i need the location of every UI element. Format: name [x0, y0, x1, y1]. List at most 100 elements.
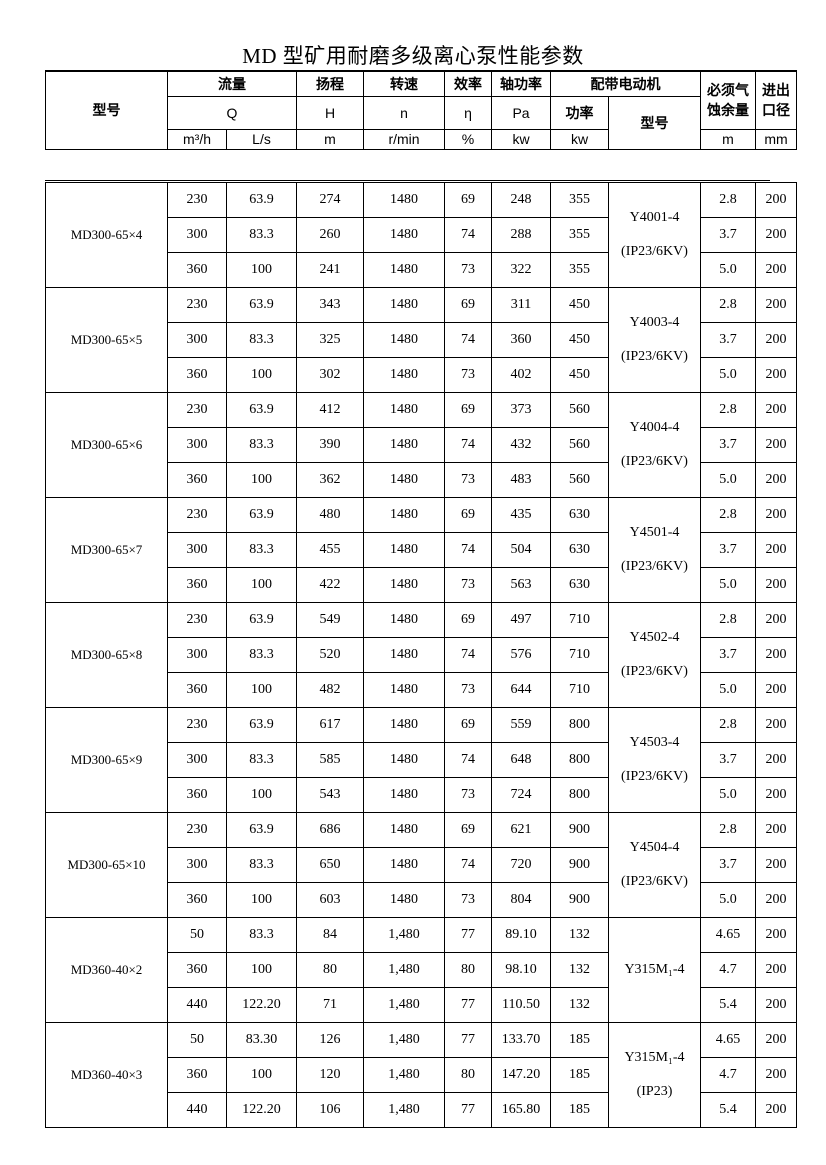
npsh: 3.7 [700, 427, 756, 463]
speed: 1480 [363, 602, 445, 638]
speed: 1480 [363, 182, 445, 218]
flow-m3h: 360 [167, 567, 227, 603]
flow-ls: 100 [226, 1057, 297, 1093]
shaft-power: 288 [491, 217, 551, 253]
motor-model: Y4503-4 (IP23/6KV) [608, 707, 701, 813]
table-row: MD300-65×4 230 63.9 274 1480 69 248 355 Y4001-4(… [45, 182, 797, 288]
head: 325 [296, 322, 364, 358]
table-row: 360 100 422 1480 73 563 630 5.0 200 [46, 567, 797, 603]
efficiency: 73 [444, 357, 492, 393]
flow-m3h: 360 [167, 777, 227, 813]
table-row: 360 100 241 1480 73 322 355 5.0 200 [46, 252, 797, 288]
motor-power: 900 [550, 882, 609, 918]
shaft-power: 720 [491, 847, 551, 883]
table-row: 300 83.3 390 1480 74 432 560 3.7 200 [46, 427, 797, 463]
head: 543 [296, 777, 364, 813]
flow-m3h: 300 [167, 427, 227, 463]
motor-power: 900 [550, 847, 609, 883]
head: 274 [296, 182, 364, 218]
header-h: H [296, 95, 364, 130]
table-row: MD300-65×5 230 63.9 343 1480 69 311 450 Y4003-4(… [45, 287, 797, 393]
efficiency: 77 [444, 1022, 492, 1058]
flow-m3h: 230 [167, 497, 227, 533]
motor-model-line: Y315M₁-4 [624, 962, 685, 977]
flow-m3h: 230 [167, 392, 227, 428]
unit-m: m [296, 128, 364, 150]
efficiency: 73 [444, 567, 492, 603]
npsh: 4.65 [700, 917, 756, 953]
port: 200 [755, 742, 797, 778]
head: 650 [296, 847, 364, 883]
port: 200 [755, 672, 797, 708]
motor-power: 710 [550, 637, 609, 673]
efficiency: 77 [444, 1092, 492, 1128]
port: 200 [755, 392, 797, 428]
table-row: 360 100 362 1480 73 483 560 5.0 200 [46, 462, 797, 498]
pump-model: MD360-40×3 [45, 1022, 168, 1128]
page-title: MD 型矿用耐磨多级离心泵性能参数 [242, 44, 584, 68]
npsh: 3.7 [700, 532, 756, 568]
motor-model-line: (IP23) [636, 1084, 673, 1099]
pump-model: MD300-65×5 [45, 287, 168, 393]
npsh: 5.0 [700, 357, 756, 393]
head: 480 [296, 497, 364, 533]
flow-m3h: 360 [167, 252, 227, 288]
flow-ls: 63.9 [226, 707, 297, 743]
shaft-power: 89.10 [491, 917, 551, 953]
efficiency: 69 [444, 497, 492, 533]
speed: 1,480 [363, 987, 445, 1023]
flow-m3h: 360 [167, 672, 227, 708]
table-row: 300 83.3 585 1480 74 648 800 3.7 200 [46, 742, 797, 778]
shaft-power: 311 [491, 287, 551, 323]
speed: 1480 [363, 217, 445, 253]
motor-power: 185 [550, 1092, 609, 1128]
efficiency: 69 [444, 392, 492, 428]
unit-mm: mm [755, 128, 797, 150]
motor-model: Y315M₁-4 (IP23) [608, 1022, 701, 1128]
efficiency: 74 [444, 532, 492, 568]
header-eta: η [444, 95, 492, 130]
npsh: 3.7 [700, 322, 756, 358]
npsh: 2.8 [700, 602, 756, 638]
unit-rmin: r/min [363, 128, 445, 150]
efficiency: 69 [444, 182, 492, 218]
motor-power: 450 [550, 357, 609, 393]
unit-percent: % [444, 128, 492, 150]
port: 200 [755, 497, 797, 533]
head: 126 [296, 1022, 364, 1058]
speed: 1480 [363, 882, 445, 918]
flow-m3h: 300 [167, 847, 227, 883]
motor-power: 710 [550, 672, 609, 708]
efficiency: 74 [444, 217, 492, 253]
speed: 1480 [363, 252, 445, 288]
shaft-power: 373 [491, 392, 551, 428]
shaft-power: 248 [491, 182, 551, 218]
flow-ls: 83.3 [226, 532, 297, 568]
unit-ls: L/s [226, 128, 297, 150]
motor-power: 355 [550, 217, 609, 253]
head: 603 [296, 882, 364, 918]
shaft-power: 110.50 [491, 987, 551, 1023]
head: 585 [296, 742, 364, 778]
flow-m3h: 360 [167, 357, 227, 393]
flow-ls: 100 [226, 672, 297, 708]
table-row: 360 100 120 1,480 80 147.20 185 4.7 200 [46, 1057, 797, 1093]
npsh: 5.0 [700, 567, 756, 603]
motor-model-line: (IP23/6KV) [621, 559, 688, 574]
npsh: 3.7 [700, 847, 756, 883]
pump-model: MD300-65×8 [45, 602, 168, 708]
port: 200 [755, 287, 797, 323]
speed: 1480 [363, 322, 445, 358]
head: 260 [296, 217, 364, 253]
table-row: 300 83.3 260 1480 74 288 355 3.7 200 [46, 217, 797, 253]
flow-m3h: 300 [167, 217, 227, 253]
header-speed: 转速 [363, 70, 445, 97]
port: 200 [755, 707, 797, 743]
efficiency: 74 [444, 637, 492, 673]
shaft-power: 504 [491, 532, 551, 568]
header-motor-power: 功率 [550, 95, 609, 130]
motor-power: 900 [550, 812, 609, 848]
head: 241 [296, 252, 364, 288]
flow-ls: 100 [226, 462, 297, 498]
flow-ls: 100 [226, 252, 297, 288]
